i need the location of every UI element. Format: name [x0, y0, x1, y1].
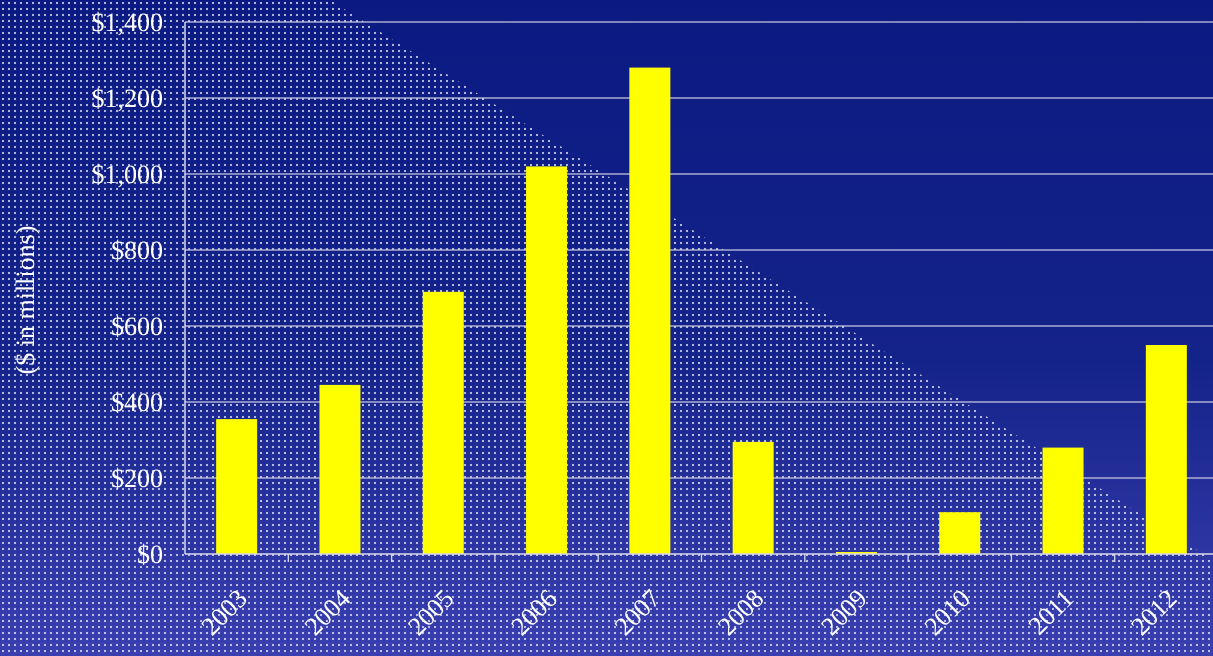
bar	[526, 166, 567, 554]
bar	[733, 442, 774, 554]
bar	[1043, 448, 1084, 554]
bar	[939, 512, 980, 554]
bar	[629, 68, 670, 554]
y-axis-label: ($ in millions)	[11, 226, 40, 375]
y-tick-label: $1,200	[92, 84, 164, 113]
y-tick-label: $1,000	[92, 160, 164, 189]
y-tick-label: $800	[111, 236, 163, 265]
bar	[1146, 345, 1187, 554]
bar	[319, 385, 360, 554]
y-tick-label: $0	[137, 540, 163, 569]
y-tick-label: $1,400	[92, 8, 164, 37]
bar	[423, 292, 464, 554]
y-tick-label: $400	[111, 388, 163, 417]
bar	[216, 419, 257, 554]
y-tick-label: $200	[111, 464, 163, 493]
y-tick-label: $600	[111, 312, 163, 341]
